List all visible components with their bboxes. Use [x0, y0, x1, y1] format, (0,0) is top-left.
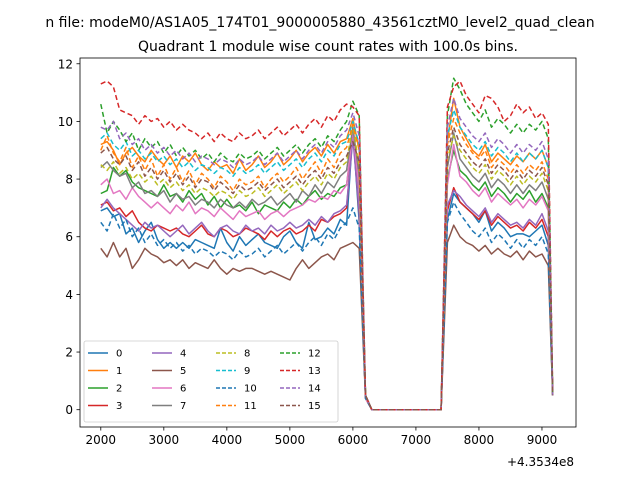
y-tick-label: 6	[65, 230, 73, 244]
x-tick-label: 9000	[527, 433, 558, 447]
series-group	[100, 77, 554, 411]
y-tick-label: 10	[58, 115, 73, 129]
legend-label-4: 4	[180, 349, 186, 360]
x-tick-label: 5000	[275, 433, 306, 447]
x-tick-label: 4000	[212, 433, 243, 447]
x-tick-label: 2000	[86, 433, 117, 447]
series-line-8	[100, 123, 554, 411]
series-line-12	[100, 77, 554, 411]
legend-label-5: 5	[180, 366, 186, 377]
y-tick-label: 0	[65, 403, 73, 417]
x-tick-label: 3000	[149, 433, 180, 447]
series-line-9	[100, 109, 554, 411]
legend-label-7: 7	[180, 401, 186, 412]
figure-suptitle: n file: modeM0/AS1A05_174T01_9000005880_…	[45, 15, 594, 31]
series-line-4	[100, 137, 554, 411]
series-line-11	[100, 117, 554, 411]
legend-label-9: 9	[244, 366, 250, 377]
x-axis-offset-label: +4.3534e8	[507, 455, 574, 469]
legend-label-0: 0	[116, 349, 122, 360]
legend-label-1: 1	[116, 366, 122, 377]
series-line-5	[100, 224, 554, 411]
plot-area	[100, 77, 554, 411]
legend-label-10: 10	[244, 384, 257, 395]
legend-label-8: 8	[244, 349, 250, 360]
series-line-13	[100, 80, 554, 411]
legend-label-15: 15	[308, 401, 321, 412]
series-line-10	[100, 201, 554, 411]
legend-label-12: 12	[308, 349, 321, 360]
legend-label-14: 14	[308, 384, 321, 395]
legend-label-11: 11	[244, 401, 257, 412]
series-line-0	[100, 129, 554, 411]
y-tick-label: 4	[65, 288, 73, 302]
legend-label-2: 2	[116, 384, 122, 395]
y-tick-label: 12	[58, 57, 73, 71]
legend-label-3: 3	[116, 401, 122, 412]
legend-label-6: 6	[180, 384, 186, 395]
chart-title: Quadrant 1 module wise count rates with …	[138, 39, 518, 55]
plot-frame	[79, 57, 577, 428]
legend-label-13: 13	[308, 366, 321, 377]
y-tick-label: 8	[65, 173, 73, 187]
axes: 2000 3000 4000 5000 6000 7000 8000 900002468101…	[58, 57, 577, 447]
x-tick-label: 6000	[338, 433, 369, 447]
series-line-7	[100, 126, 554, 411]
x-tick-label: 7000	[401, 433, 432, 447]
y-tick-label: 2	[65, 346, 73, 360]
legend-box	[83, 340, 339, 423]
series-line-15	[100, 126, 554, 411]
x-tick-label: 8000	[464, 433, 495, 447]
series-line-14	[100, 97, 554, 411]
series-line-6	[100, 129, 554, 411]
